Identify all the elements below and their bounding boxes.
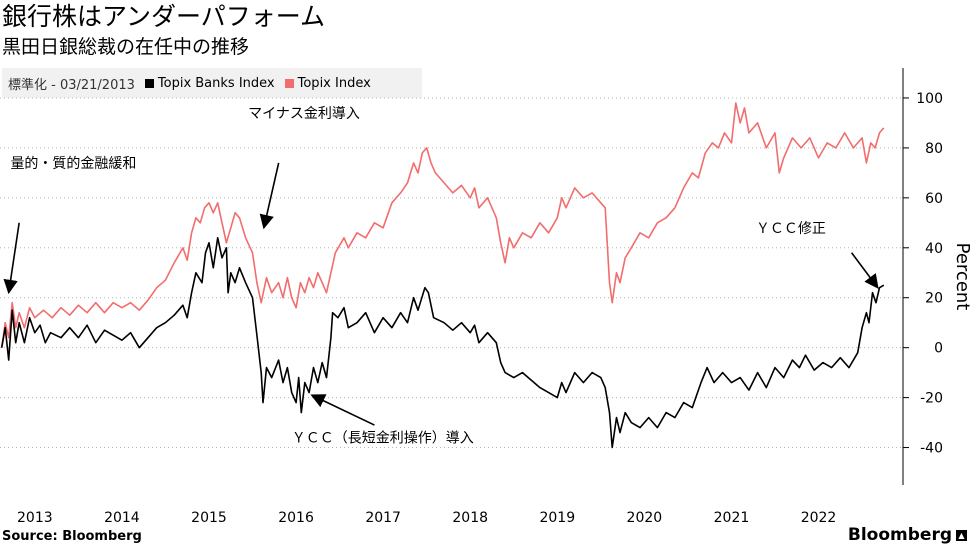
chart-title: 銀行株はアンダーパフォーム — [2, 2, 326, 31]
x-tick-label: 2022 — [801, 510, 837, 526]
annotation-arrow-yccmod — [850, 252, 879, 289]
y-tick-label: 40 — [925, 241, 943, 257]
legend: 標準化 - 03/21/2013 Topix Banks Index Topix… — [2, 68, 422, 98]
terminal-icon: ▲ — [956, 530, 967, 541]
legend-note: 標準化 - 03/21/2013 — [8, 77, 135, 93]
brand-logo: Bloomberg ▲ — [848, 525, 967, 545]
legend-label-banks: Topix Banks Index — [157, 75, 275, 91]
x-tick-label: 2016 — [278, 510, 314, 526]
annotation-arrow-ycc — [310, 394, 375, 426]
legend-swatch-banks — [144, 78, 154, 88]
annotation-ycc: ＹＣＣ（長短金利操作）導入 — [292, 431, 474, 447]
x-tick-label: 2018 — [452, 510, 488, 526]
y-tick-label: -40 — [920, 441, 943, 457]
x-tick-label: 2021 — [714, 510, 750, 526]
y-tick-label: -20 — [920, 391, 943, 407]
source-note: Source: Bloomberg — [2, 529, 142, 544]
legend-swatch-topix — [284, 78, 294, 88]
annotation-arrow-negrate — [259, 162, 280, 230]
annotation-arrow-qqe — [3, 222, 20, 295]
x-tick-label: 2020 — [627, 510, 663, 526]
chart-subtitle: 黒田日銀総裁の在任中の推移 — [2, 36, 250, 58]
legend-label-topix: Topix Index — [297, 75, 371, 91]
brand-text: Bloomberg — [847, 525, 952, 545]
annotation-yccmod: ＹＣＣ修正 — [756, 221, 826, 237]
annotation-negrate: マイナス金利導入 — [248, 106, 360, 122]
x-tick-label: 2019 — [539, 510, 575, 526]
y-tick-label: 0 — [934, 341, 943, 357]
series-line-topix — [0, 102, 885, 348]
y-tick-label: 80 — [925, 141, 943, 157]
y-axis-title: Percent — [952, 243, 973, 311]
y-tick-label: 100 — [916, 91, 943, 107]
x-tick-label: 2013 — [17, 510, 53, 526]
x-tick-label: 2015 — [191, 510, 227, 526]
y-tick-label: 20 — [925, 291, 943, 307]
x-tick-label: 2014 — [104, 510, 140, 526]
series-line-topix-banks — [0, 237, 885, 449]
y-tick-label: 60 — [925, 191, 943, 207]
annotation-qqe: 量的・質的金融緩和 — [10, 156, 136, 172]
x-tick-label: 2017 — [365, 510, 401, 526]
